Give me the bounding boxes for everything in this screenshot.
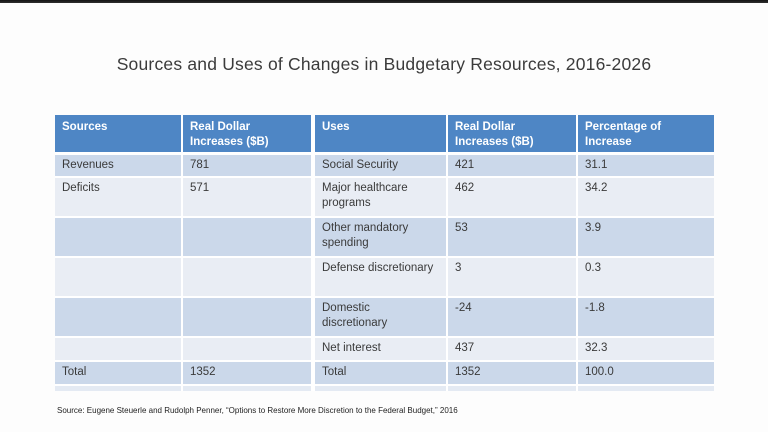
cell-use-percent: 32.3 bbox=[578, 338, 714, 360]
column-header-real-dollar-uses: Real Dollar Increases ($B) bbox=[448, 115, 576, 153]
slide-title: Sources and Uses of Changes in Budgetary… bbox=[116, 54, 652, 74]
cell-source-value bbox=[183, 258, 313, 296]
cell-source-name bbox=[55, 338, 181, 360]
cell-use-name: Domestic discretionary bbox=[315, 298, 446, 336]
cell-use-percent: -1.8 bbox=[578, 298, 714, 336]
cell-use-name: Net interest bbox=[315, 338, 446, 360]
cell-source-name bbox=[55, 258, 181, 296]
cell-total-label-uses: Total bbox=[315, 362, 446, 384]
cell-source-value: 781 bbox=[183, 155, 313, 176]
column-header-uses: Uses bbox=[315, 115, 446, 153]
cell-use-value: 53 bbox=[448, 218, 576, 256]
top-border bbox=[0, 0, 768, 3]
cell-use-name: Defense discretionary bbox=[315, 258, 446, 296]
budget-table: Sources Real Dollar Increases ($B) Uses … bbox=[55, 115, 714, 391]
cell-source-value bbox=[183, 338, 313, 360]
cell-use-value: -24 bbox=[448, 298, 576, 336]
cell-source-value bbox=[183, 218, 313, 256]
column-header-real-dollar-sources: Real Dollar Increases ($B) bbox=[183, 115, 313, 153]
source-note: Source: Eugene Steuerle and Rudolph Penn… bbox=[57, 406, 458, 415]
cell-source-name: Deficits bbox=[55, 178, 181, 216]
cell-use-value: 421 bbox=[448, 155, 576, 176]
table-bottom-strip bbox=[55, 386, 181, 391]
cell-use-percent: 0.3 bbox=[578, 258, 714, 296]
table-bottom-strip bbox=[315, 386, 446, 391]
cell-source-name: Revenues bbox=[55, 155, 181, 176]
cell-source-name bbox=[55, 218, 181, 256]
cell-use-value: 437 bbox=[448, 338, 576, 360]
cell-total-sources-value: 1352 bbox=[183, 362, 313, 384]
table-bottom-strip bbox=[183, 386, 313, 391]
cell-use-name: Other mandatory spending bbox=[315, 218, 446, 256]
cell-total-percent: 100.0 bbox=[578, 362, 714, 384]
cell-use-percent: 34.2 bbox=[578, 178, 714, 216]
cell-total-uses-value: 1352 bbox=[448, 362, 576, 384]
cell-use-percent: 31.1 bbox=[578, 155, 714, 176]
column-header-percentage: Percentage of Increase bbox=[578, 115, 714, 153]
cell-total-label-sources: Total bbox=[55, 362, 181, 384]
cell-use-name: Major healthcare programs bbox=[315, 178, 446, 216]
cell-source-value bbox=[183, 298, 313, 336]
cell-use-percent: 3.9 bbox=[578, 218, 714, 256]
table-bottom-strip bbox=[578, 386, 714, 391]
table-bottom-strip bbox=[448, 386, 576, 391]
column-header-sources: Sources bbox=[55, 115, 181, 153]
cell-use-name: Social Security bbox=[315, 155, 446, 176]
cell-source-name bbox=[55, 298, 181, 336]
cell-use-value: 3 bbox=[448, 258, 576, 296]
cell-use-value: 462 bbox=[448, 178, 576, 216]
cell-source-value: 571 bbox=[183, 178, 313, 216]
